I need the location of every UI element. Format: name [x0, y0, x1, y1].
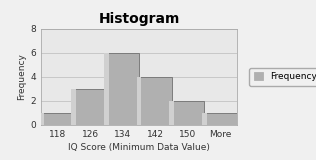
- Bar: [139, 77, 172, 125]
- Y-axis label: Frequency: Frequency: [17, 53, 26, 100]
- Bar: [104, 53, 109, 125]
- Bar: [202, 113, 207, 125]
- Bar: [39, 113, 44, 125]
- Legend: Frequency: Frequency: [249, 68, 316, 86]
- Title: Histogram: Histogram: [98, 12, 180, 26]
- Bar: [172, 101, 204, 125]
- Bar: [74, 89, 106, 125]
- Bar: [106, 53, 139, 125]
- Bar: [71, 89, 76, 125]
- Bar: [41, 113, 74, 125]
- X-axis label: IQ Score (Minimum Data Value): IQ Score (Minimum Data Value): [68, 143, 210, 152]
- Bar: [137, 77, 142, 125]
- Bar: [169, 101, 174, 125]
- Bar: [204, 113, 237, 125]
